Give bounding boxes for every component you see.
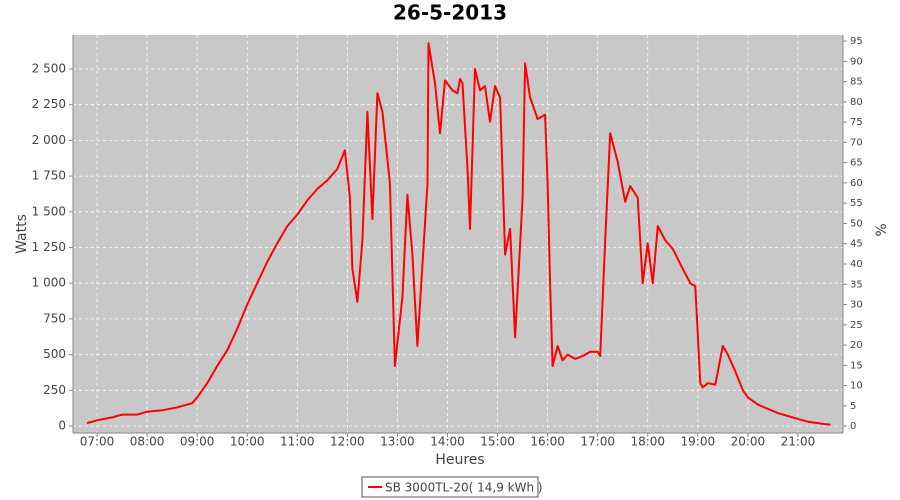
y-tick-label: 0 — [58, 419, 66, 433]
y2-tick-label: 20 — [850, 340, 863, 351]
legend-label: SB 3000TL-20( 14,9 kWh ) — [385, 481, 543, 495]
y2-tick-label: 80 — [850, 97, 863, 108]
y2-tick-label: 35 — [850, 279, 863, 290]
x-axis-label: Heures — [435, 452, 484, 468]
y2-tick-label: 50 — [850, 218, 863, 229]
y2-tick-label: 45 — [850, 239, 863, 250]
y-axis-label: Watts — [14, 214, 30, 254]
y-tick-label: 750 — [43, 311, 66, 325]
y-tick-label: 1 250 — [32, 240, 66, 254]
y2-tick-label: 5 — [850, 401, 856, 412]
x-tick-label: 20:00 — [731, 435, 766, 449]
y-tick-label: 2 000 — [32, 133, 66, 147]
x-tick-label: 21:00 — [781, 435, 816, 449]
x-tick-label: 15:00 — [480, 435, 515, 449]
y2-tick-label: 10 — [850, 381, 863, 392]
y2-tick-label: 60 — [850, 178, 863, 189]
y-tick-label: 250 — [43, 383, 66, 397]
y2-tick-label: 55 — [850, 198, 863, 209]
x-tick-label: 12:00 — [330, 435, 365, 449]
y2-tick-label: 40 — [850, 259, 863, 270]
x-tick-label: 18:00 — [630, 435, 665, 449]
y-tick-label: 2 500 — [32, 61, 66, 75]
plot-area — [73, 35, 843, 433]
y-tick-label: 1 750 — [32, 169, 66, 183]
y2-tick-label: 90 — [850, 56, 863, 67]
x-tick-label: 19:00 — [681, 435, 716, 449]
x-tick-label: 11:00 — [280, 435, 315, 449]
y2-tick-label: 70 — [850, 137, 863, 148]
y-tick-label: 500 — [43, 347, 66, 361]
y2-tick-label: 85 — [850, 77, 863, 88]
x-tick-label: 10:00 — [230, 435, 265, 449]
x-tick-label: 13:00 — [380, 435, 415, 449]
y2-tick-label: 95 — [850, 36, 863, 47]
line-series — [86, 42, 831, 426]
x-tick-label: 17:00 — [580, 435, 615, 449]
chart-title: 26-5-2013 — [393, 1, 507, 25]
x-tick-label: 14:00 — [430, 435, 465, 449]
legend — [361, 476, 539, 498]
y2-tick-label: 0 — [850, 421, 856, 432]
y2-tick-label: 15 — [850, 360, 863, 371]
y2-tick-label: 75 — [850, 117, 863, 128]
y-tick-label: 1 500 — [32, 204, 66, 218]
y2-axis-label: % — [874, 223, 890, 236]
x-tick-label: 09:00 — [180, 435, 215, 449]
x-tick-label: 16:00 — [530, 435, 565, 449]
y-tick-label: 1 000 — [32, 276, 66, 290]
x-tick-label: 07:00 — [80, 435, 115, 449]
y2-tick-label: 30 — [850, 300, 863, 311]
y2-tick-label: 25 — [850, 320, 863, 331]
y-tick-label: 2 250 — [32, 97, 66, 111]
x-tick-label: 08:00 — [130, 435, 165, 449]
y2-tick-label: 65 — [850, 158, 863, 169]
